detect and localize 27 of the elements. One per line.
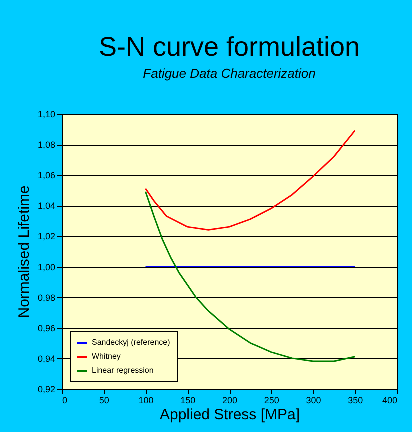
legend-label: Whitney <box>92 352 121 361</box>
line-series <box>145 130 356 231</box>
y-tick-label: 1,06 <box>38 170 56 181</box>
x-tick-label: 50 <box>99 396 110 406</box>
chart-title: S-N curve formulation <box>98 32 360 62</box>
x-tick-label: 350 <box>348 396 364 406</box>
y-axis-title: Normalised Lifetime <box>16 186 33 318</box>
y-tick-label: 0,96 <box>38 323 56 334</box>
chart-subtitle: Fatigue Data Characterization <box>143 66 316 81</box>
x-axis-title: Applied Stress [MPa] <box>160 406 300 424</box>
x-tick-label: 200 <box>222 396 238 406</box>
x-tick-label: 300 <box>306 396 322 406</box>
x-tick-label: 100 <box>138 396 154 406</box>
y-tick-label: 1,02 <box>38 232 56 242</box>
y-tick-label: 1,04 <box>38 201 56 212</box>
y-tick-label: 0,98 <box>38 292 56 303</box>
x-tick-label: 250 <box>264 396 280 406</box>
x-tick-label: 0 <box>62 396 68 406</box>
y-tick-label: 1,00 <box>38 262 56 272</box>
legend-label: Sandeckyj (reference) <box>92 338 171 347</box>
legend-label: Linear regression <box>92 366 154 375</box>
y-tick-label: 1,08 <box>38 140 56 150</box>
x-tick-label: 400 <box>382 396 398 406</box>
y-tick-label: 0,92 <box>38 384 56 394</box>
y-tick-label: 0,94 <box>38 354 56 364</box>
y-tick-label: 1,10 <box>38 110 56 120</box>
x-tick-label: 150 <box>180 396 196 406</box>
